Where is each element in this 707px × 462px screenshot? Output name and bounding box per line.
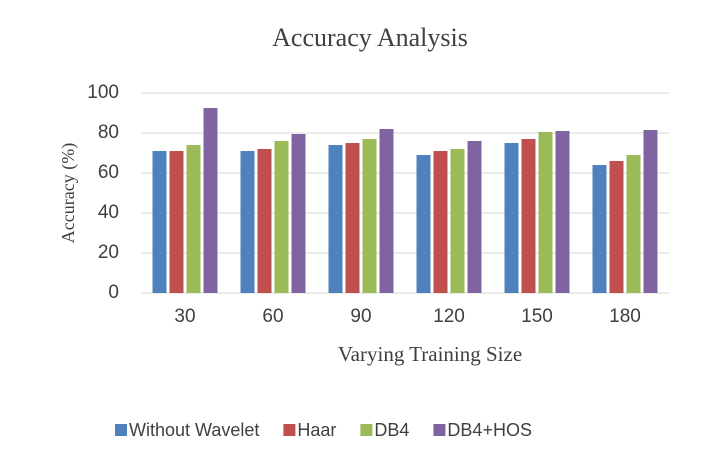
y-tick-label: 20 [98, 242, 119, 263]
y-tick-label: 80 [98, 122, 119, 143]
bar [362, 139, 377, 293]
bar [240, 151, 255, 293]
bar [152, 151, 167, 293]
bar [538, 132, 553, 293]
bar [521, 139, 536, 293]
bar [592, 165, 607, 293]
bar [186, 145, 201, 293]
bar [345, 143, 360, 293]
bar [203, 108, 218, 293]
y-axis-label: Accuracy (%) [58, 143, 79, 243]
x-tick-label: 30 [174, 306, 195, 327]
x-tick-label: 150 [521, 306, 553, 327]
y-tick-label: 60 [98, 162, 119, 183]
legend-label: Without Wavelet [129, 420, 259, 440]
legend-label: DB4 [374, 420, 409, 440]
bar [416, 155, 431, 293]
x-tick-label: 90 [350, 306, 371, 327]
bar [467, 141, 482, 293]
y-tick-label: 100 [87, 82, 119, 103]
bar [609, 161, 624, 293]
bar [555, 131, 570, 293]
bar [169, 151, 184, 293]
bar [274, 141, 289, 293]
legend-swatch [283, 424, 296, 436]
x-tick-label: 60 [262, 306, 283, 327]
bar [328, 145, 343, 293]
x-tick-label: 180 [609, 306, 641, 327]
x-tick-label: 120 [433, 306, 465, 327]
bar [257, 149, 272, 293]
legend-swatch [433, 424, 446, 436]
legend-label: Haar [297, 420, 336, 440]
x-axis-label: Varying Training Size [338, 342, 522, 366]
legend-swatch [115, 424, 127, 436]
bar [643, 130, 658, 293]
bar [626, 155, 641, 293]
bar [504, 143, 519, 293]
bar [379, 129, 394, 293]
y-tick-label: 0 [108, 282, 119, 303]
bar [291, 134, 306, 293]
bar [450, 149, 465, 293]
bar [433, 151, 448, 293]
y-tick-label: 40 [98, 202, 119, 223]
legend-label: DB4+HOS [447, 420, 532, 440]
chart-title: Accuracy Analysis [272, 23, 468, 52]
legend-swatch [360, 424, 373, 436]
